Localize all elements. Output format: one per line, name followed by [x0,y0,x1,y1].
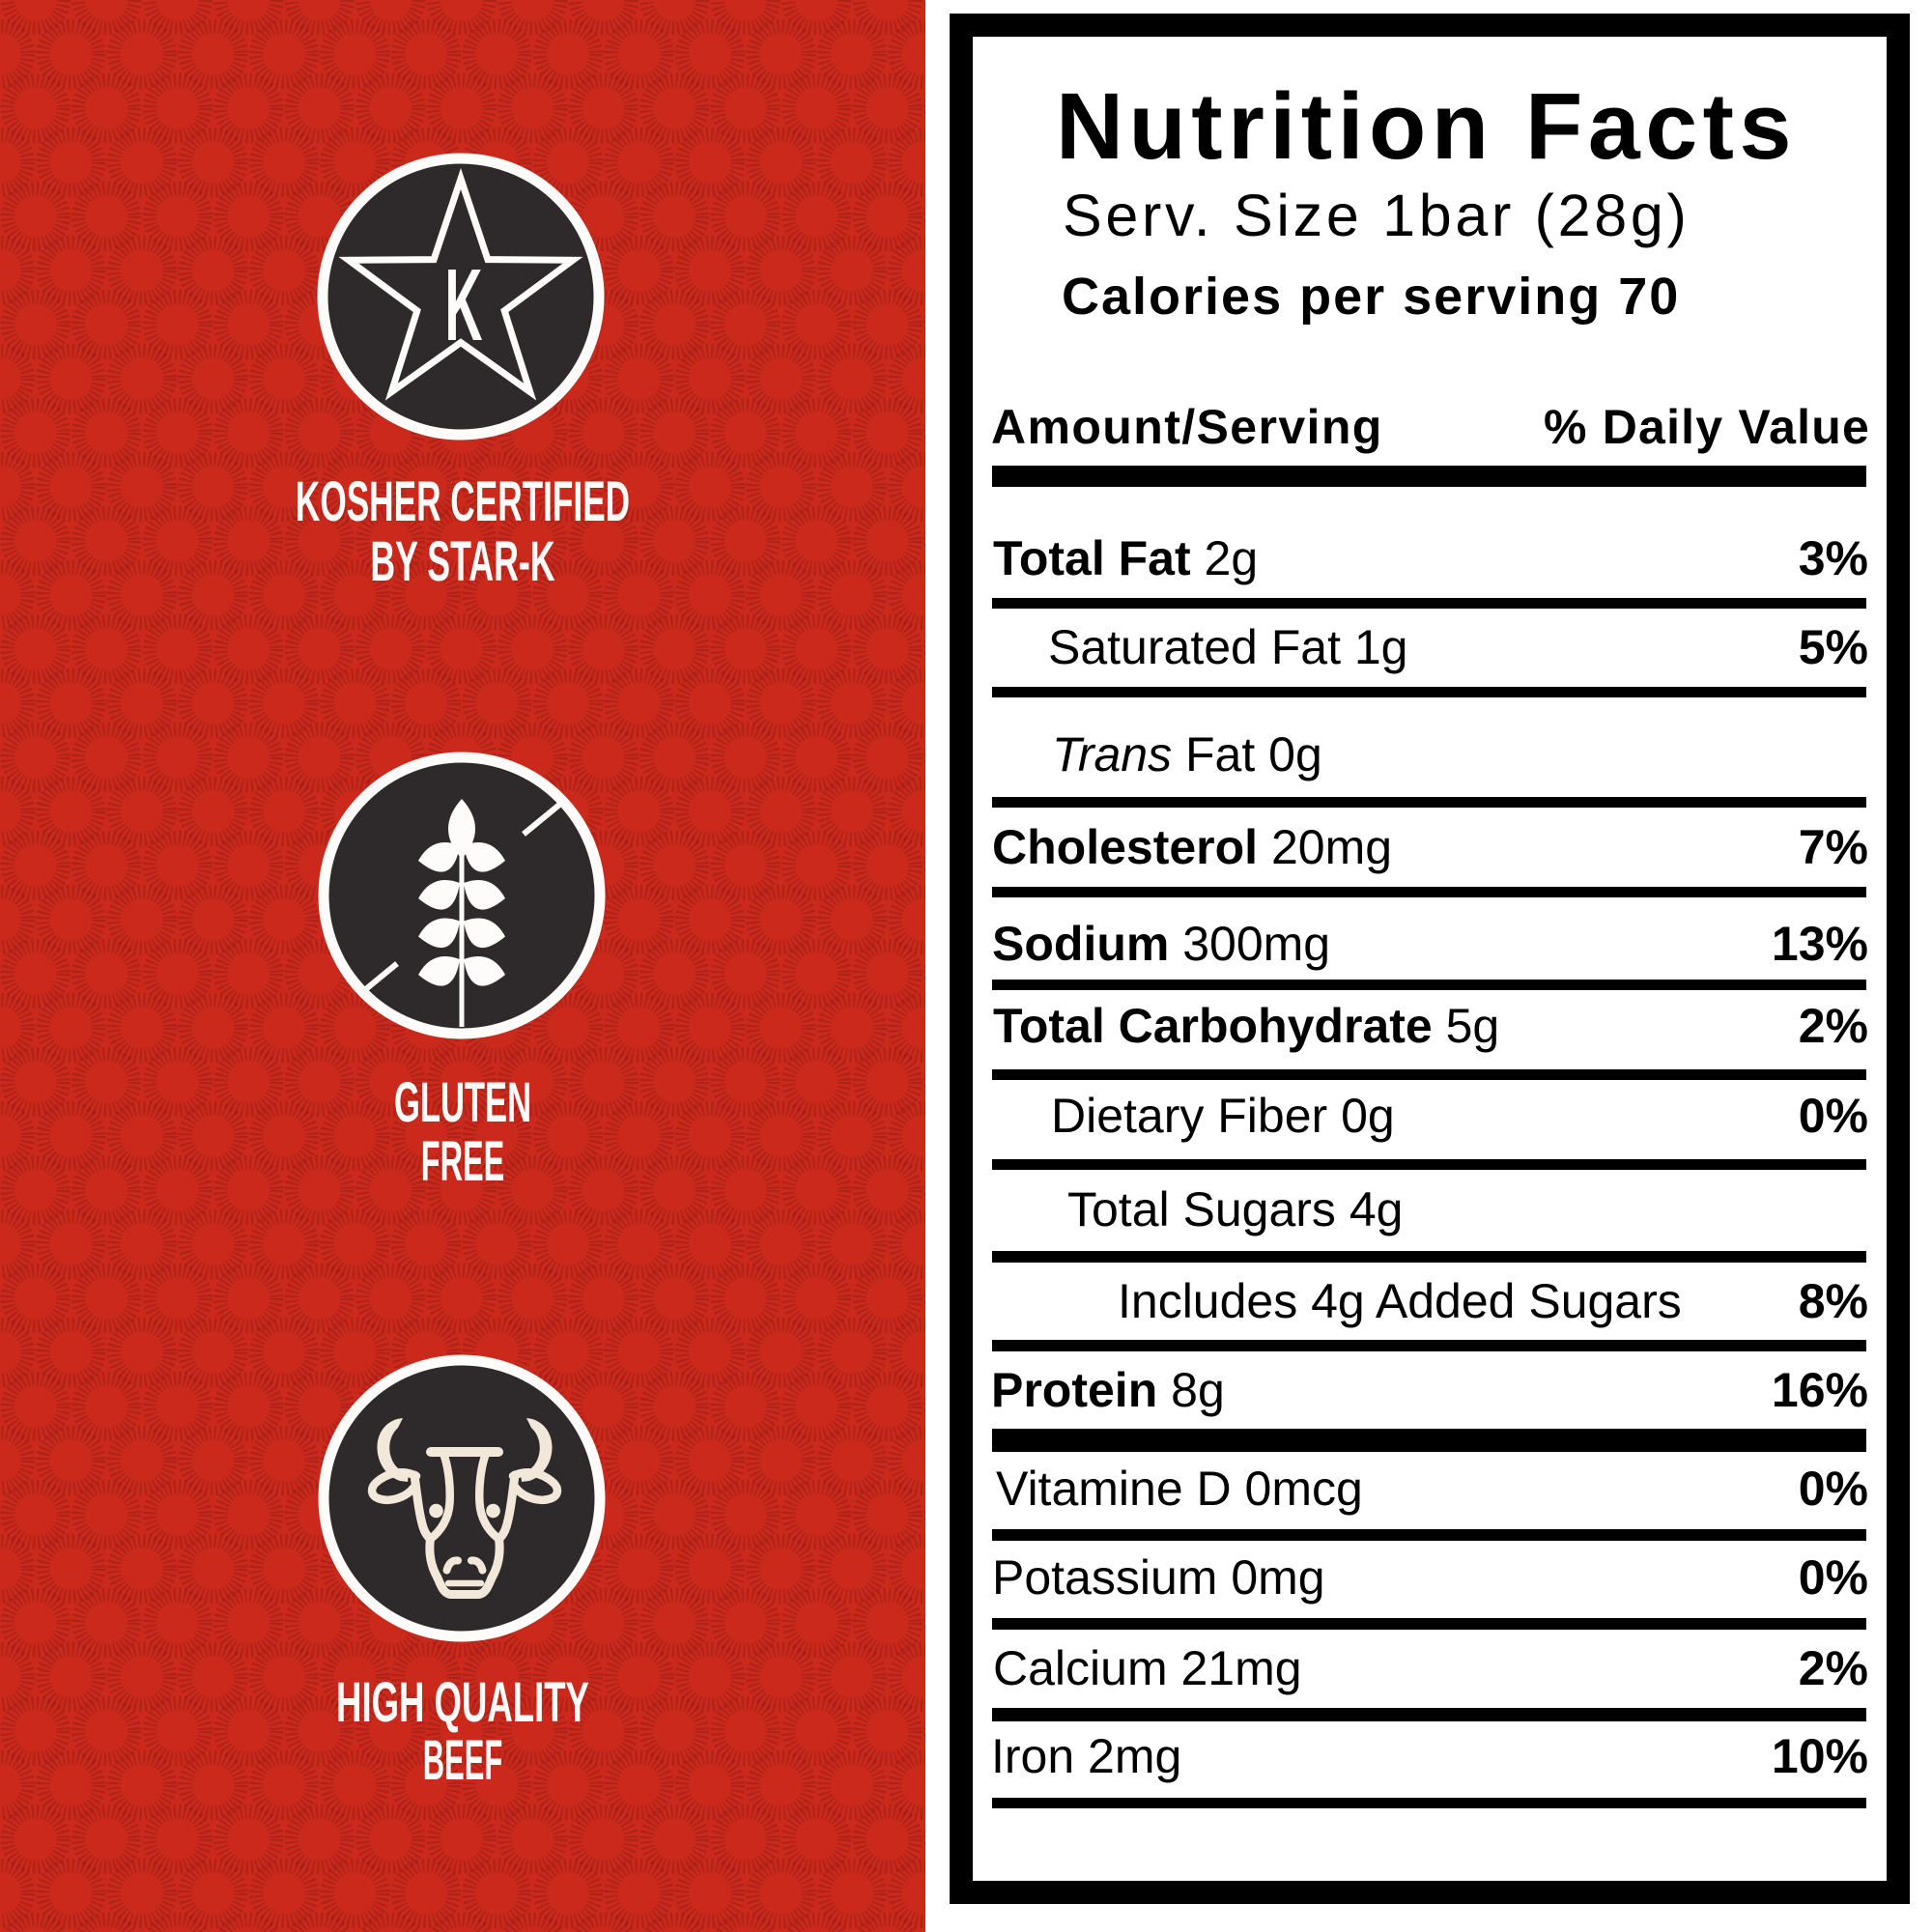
svg-text:K: K [444,247,482,361]
